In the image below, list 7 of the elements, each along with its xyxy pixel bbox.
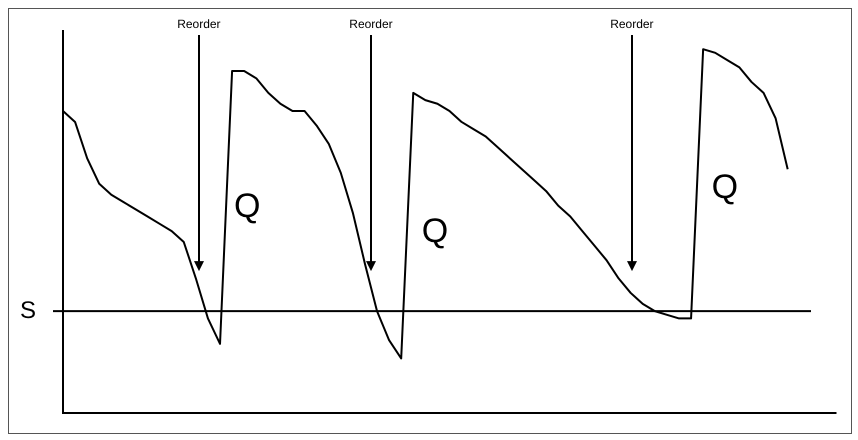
text: Reorder (609, 17, 655, 31)
ref-line-label: S (18, 296, 37, 326)
text: Reorder (348, 17, 394, 31)
annotation: Q (232, 186, 262, 226)
text: Reorder (176, 17, 222, 31)
annotation: Q (420, 211, 450, 252)
annotation: Q (710, 167, 740, 208)
